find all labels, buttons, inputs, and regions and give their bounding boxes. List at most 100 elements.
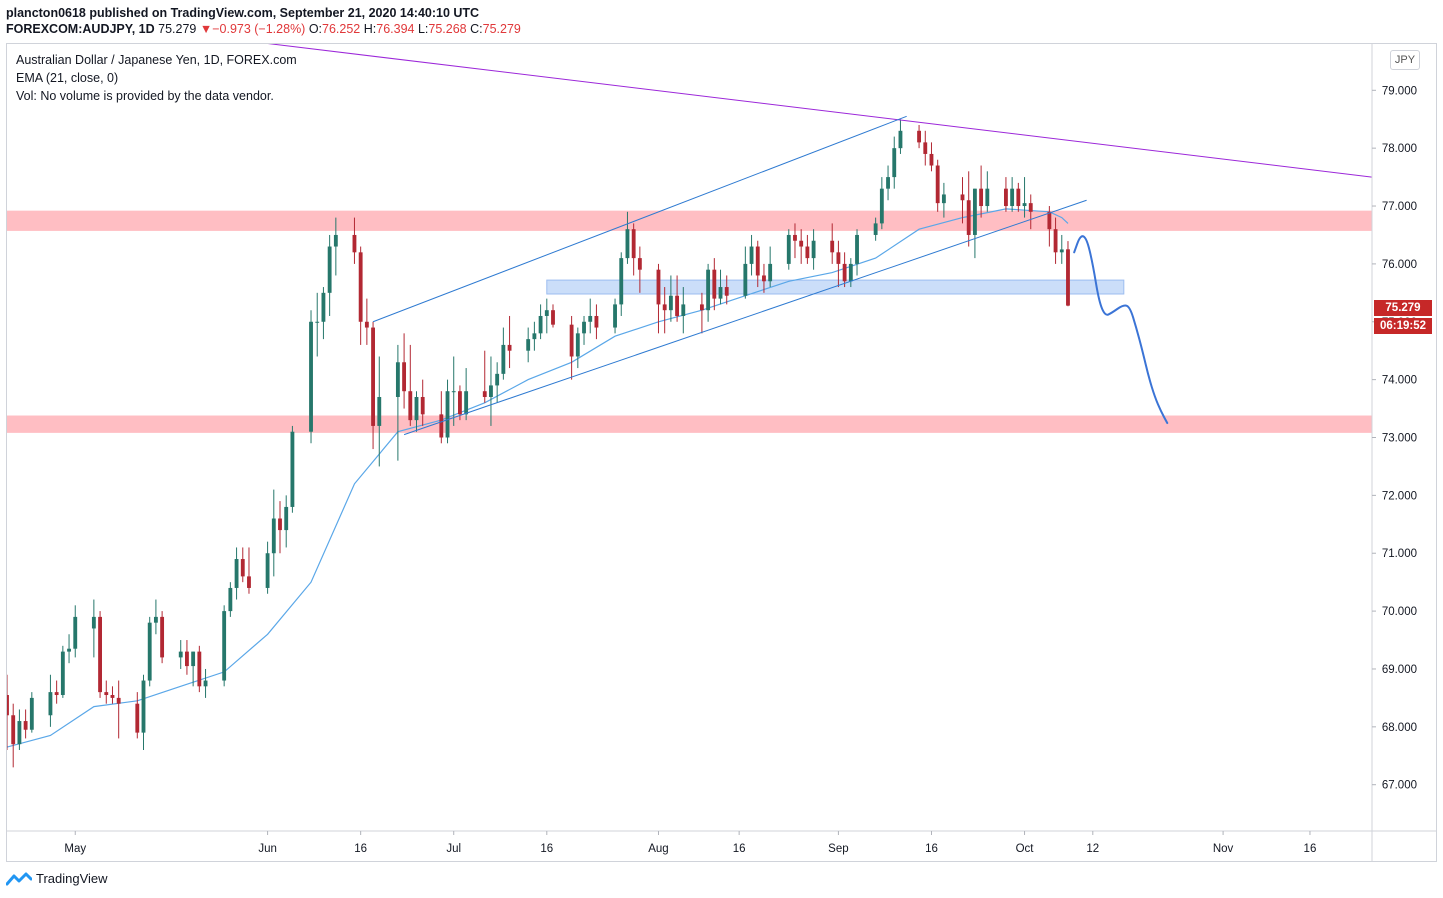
- high-label: H:: [363, 22, 377, 36]
- candle-body: [941, 194, 946, 204]
- candle-body: [458, 391, 462, 415]
- candle-body: [1053, 229, 1058, 253]
- chart-legend-ema[interactable]: EMA (21, close, 0): [16, 71, 119, 85]
- time-tick-label: 16: [925, 843, 938, 855]
- candle-body: [315, 321, 320, 323]
- time-tick-label: 16: [354, 843, 367, 855]
- candle-body: [234, 559, 239, 588]
- plot-layer: [7, 44, 1372, 768]
- candle-body: [575, 333, 580, 357]
- candle-body: [544, 310, 549, 316]
- candle-body: [743, 263, 748, 296]
- publisher-name: plancton0618 published on TradingView.co…: [6, 6, 480, 20]
- time-tick-label: Oct: [1016, 843, 1035, 855]
- candle-body: [265, 553, 270, 588]
- projection-path: [1073, 235, 1169, 425]
- candle-body: [972, 188, 977, 235]
- candle-body: [1010, 188, 1015, 207]
- candle-body: [420, 396, 425, 415]
- time-tick-label: 16: [540, 843, 553, 855]
- price-tick-label: 76.000: [1382, 259, 1417, 271]
- price-tick-label: 78.000: [1382, 143, 1417, 155]
- publisher-line: plancton0618 published on TradingView.co…: [6, 5, 479, 22]
- candle-body: [147, 622, 152, 681]
- last-price-badge: 75.279: [1374, 300, 1432, 316]
- candle-body: [724, 287, 729, 296]
- candle-body: [892, 148, 897, 178]
- price-tick-label: 79.000: [1382, 85, 1417, 97]
- candle-body: [836, 252, 841, 264]
- candle-body: [414, 396, 419, 421]
- candle-body: [358, 252, 363, 322]
- bar-countdown-badge: 06:19:52: [1374, 318, 1432, 334]
- candle-body: [160, 616, 165, 658]
- close-value: 75.279: [482, 22, 521, 36]
- candle-body: [532, 333, 537, 340]
- candle-body: [377, 396, 382, 426]
- time-tick-label: Nov: [1213, 843, 1234, 855]
- time-tick-label: 16: [733, 843, 746, 855]
- tradingview-brand[interactable]: TradingView: [6, 871, 108, 886]
- trendline-line: [267, 44, 1372, 178]
- time-tick-label: Sep: [828, 843, 848, 855]
- candle-body: [762, 275, 766, 282]
- candle-body: [917, 130, 921, 143]
- candle-body: [662, 304, 667, 311]
- chart-legend-title: Australian Dollar / Japanese Yen, 1D, FO…: [16, 53, 297, 67]
- candle-body: [17, 721, 22, 745]
- candle-body: [656, 269, 661, 305]
- candle-body: [799, 240, 804, 247]
- brand-name: TradingView: [36, 871, 108, 886]
- candle-body: [985, 188, 990, 207]
- candle-body: [960, 194, 965, 201]
- candle-body: [290, 431, 295, 507]
- candle-body: [352, 234, 357, 253]
- candle-body: [110, 695, 115, 698]
- candle-body: [321, 292, 326, 322]
- candle-body: [842, 263, 847, 282]
- candle-body: [668, 295, 673, 311]
- candle-body: [228, 587, 233, 612]
- change-value: −0.973 (−1.28%): [212, 22, 306, 36]
- candle-body: [1066, 249, 1070, 306]
- candle-body: [923, 142, 928, 154]
- candle-body: [91, 616, 96, 629]
- candle-body: [588, 315, 593, 322]
- open-label: O:: [308, 22, 323, 36]
- candle-body: [594, 315, 599, 328]
- time-tick-label: Aug: [648, 843, 668, 855]
- resistance-zone-1: [7, 415, 1372, 433]
- candle-body: [371, 327, 375, 426]
- candle-body: [935, 165, 940, 204]
- channel-lower-line: [403, 199, 1087, 436]
- price-tick-label: 73.000: [1382, 433, 1417, 445]
- candle-body: [879, 188, 884, 224]
- candle-body: [786, 234, 791, 264]
- candle-body: [619, 258, 624, 305]
- candle-body: [284, 506, 289, 531]
- candle-body: [11, 715, 16, 745]
- candle-body: [489, 385, 493, 397]
- candle-body: [613, 304, 617, 328]
- low-value: 75.268: [428, 22, 467, 36]
- candle-body: [681, 304, 686, 316]
- candle-body: [675, 295, 680, 316]
- candle-body: [395, 362, 400, 397]
- candle-body: [848, 263, 853, 282]
- candle-body: [364, 321, 369, 328]
- candle-body: [247, 576, 251, 588]
- chart-frame[interactable]: [6, 43, 1437, 862]
- currency-button[interactable]: JPY: [1390, 50, 1420, 70]
- candle-body: [48, 692, 53, 716]
- candle-body: [886, 177, 890, 189]
- candle-body: [135, 703, 140, 733]
- candle-body: [60, 651, 65, 696]
- candle-body: [830, 240, 835, 253]
- candle-body: [1004, 188, 1008, 207]
- low-label: L:: [417, 22, 429, 36]
- candle-body: [929, 153, 934, 166]
- candle-body: [271, 518, 276, 554]
- candle-body: [185, 651, 189, 667]
- candle-body: [222, 611, 227, 681]
